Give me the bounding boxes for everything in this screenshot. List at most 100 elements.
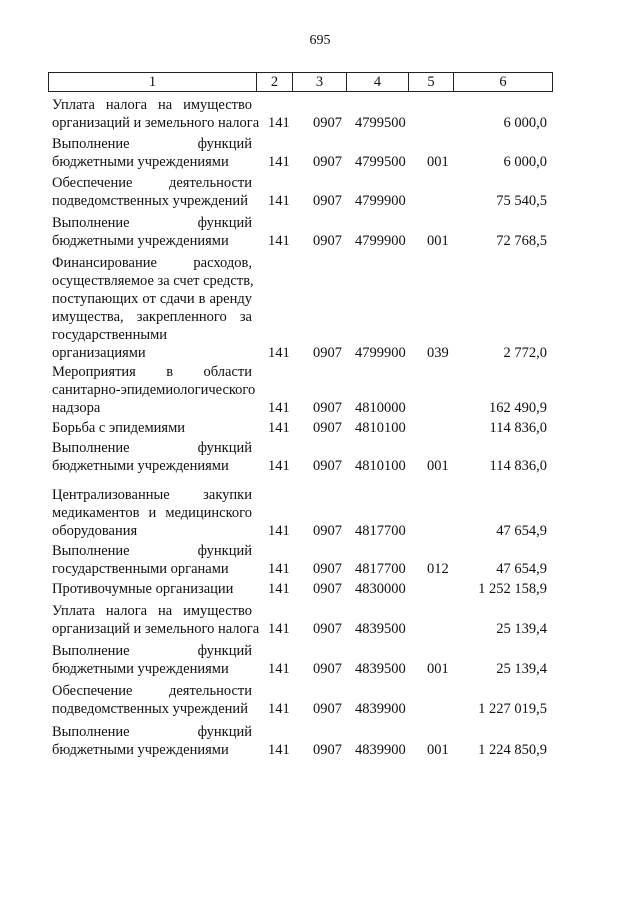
- description-line: Финансирование расходов,: [52, 255, 252, 271]
- cell-c6: 47 654,9: [496, 561, 547, 577]
- description-line: Уплата налога на имущество: [52, 97, 252, 113]
- cell-c6: 1 252 158,9: [478, 581, 547, 597]
- table-row: Выполнение функций бюджетными учреждениям…: [0, 214, 640, 250]
- description-line: Выполнение функций: [52, 724, 252, 740]
- cell-c3: 0907: [313, 621, 342, 637]
- cell-c2: 141: [268, 400, 290, 416]
- cell-c5: 001: [427, 661, 449, 677]
- description-line: организаций и земельного налога: [52, 621, 260, 637]
- cell-c6: 114 836,0: [489, 420, 547, 436]
- description-line: надзора: [52, 400, 101, 416]
- table-row: Противочумные организации 141 0907 4830000 1…: [0, 580, 640, 598]
- cell-c2: 141: [268, 345, 290, 361]
- cell-c5: 001: [427, 233, 449, 249]
- row-description: Выполнение функций бюджетными учреждениям…: [52, 642, 252, 678]
- description-line: Выполнение функций: [52, 643, 252, 659]
- description-line: подведомственных учреждений: [52, 193, 248, 209]
- cell-c2: 141: [268, 561, 290, 577]
- description-line: Борьба с эпидемиями: [52, 420, 186, 436]
- cell-c4: 4810100: [355, 458, 406, 474]
- cell-c3: 0907: [313, 581, 342, 597]
- row-description: Борьба с эпидемиями: [52, 419, 252, 437]
- description-line: осуществляемое за счет средств,: [52, 273, 254, 289]
- cell-c4: 4810000: [355, 400, 406, 416]
- row-description: Выполнение функций бюджетными учреждениям…: [52, 214, 252, 250]
- cell-c3: 0907: [313, 345, 342, 361]
- cell-c4: 4799900: [355, 345, 406, 361]
- cell-c2: 141: [268, 193, 290, 209]
- row-description: Выполнение функций бюджетными учреждениям…: [52, 135, 252, 171]
- cell-c6: 25 139,4: [496, 661, 547, 677]
- cell-c3: 0907: [313, 154, 342, 170]
- cell-c2: 141: [268, 701, 290, 717]
- cell-c5: 012: [427, 561, 449, 577]
- description-line: бюджетными учреждениями: [52, 661, 229, 677]
- description-line: бюджетными учреждениями: [52, 458, 229, 474]
- row-description: Выполнение функций бюджетными учреждениям…: [52, 439, 252, 475]
- table-row: Мероприятия в области санитарно-эпидемиол…: [0, 363, 640, 417]
- cell-c2: 141: [268, 621, 290, 637]
- cell-c3: 0907: [313, 193, 342, 209]
- table-row: Централизованные закупки медикаментов и м…: [0, 486, 640, 540]
- cell-c2: 141: [268, 523, 290, 539]
- description-line: Централизованные закупки: [52, 487, 252, 503]
- cell-c2: 141: [268, 233, 290, 249]
- description-line: организаций и земельного налога: [52, 115, 260, 131]
- cell-c3: 0907: [313, 742, 342, 758]
- description-line: Уплата налога на имущество: [52, 603, 252, 619]
- description-line: организациями: [52, 345, 146, 361]
- row-description: Выполнение функций бюджетными учреждениям…: [52, 723, 252, 759]
- cell-c6: 162 490,9: [489, 400, 547, 416]
- cell-c5: 001: [427, 458, 449, 474]
- cell-c2: 141: [268, 458, 290, 474]
- page-number: 695: [309, 33, 331, 48]
- cell-c3: 0907: [313, 561, 342, 577]
- cell-c6: 1 227 019,5: [478, 701, 547, 717]
- cell-c3: 0907: [313, 701, 342, 717]
- cell-c3: 0907: [313, 420, 342, 436]
- cell-c4: 4817700: [355, 523, 406, 539]
- cell-c5: 001: [427, 742, 449, 758]
- cell-c4: 4799500: [355, 115, 406, 131]
- table-row: Выполнение функций государственными орган…: [0, 542, 640, 578]
- table-row: Финансирование расходов, осуществляемое з…: [0, 254, 640, 362]
- cell-c3: 0907: [313, 400, 342, 416]
- cell-c6: 25 139,4: [496, 621, 547, 637]
- cell-c3: 0907: [313, 523, 342, 539]
- description-line: Выполнение функций: [52, 215, 252, 231]
- table-body: Уплата налога на имущество организаций и …: [0, 96, 640, 759]
- cell-c3: 0907: [313, 458, 342, 474]
- description-line: Выполнение функций: [52, 440, 252, 456]
- cell-c2: 141: [268, 581, 290, 597]
- table-row: Обеспечение деятельности подведомственных…: [0, 682, 640, 718]
- header-col-1: 1: [148, 74, 157, 90]
- row-description: Уплата налога на имущество организаций и …: [52, 602, 260, 638]
- cell-c2: 141: [268, 154, 290, 170]
- description-line: Противочумные организации: [52, 581, 234, 597]
- cell-c6: 114 836,0: [489, 458, 547, 474]
- table-row: Уплата налога на имущество организаций и …: [0, 602, 640, 638]
- row-description: Обеспечение деятельности подведомственных…: [52, 682, 252, 718]
- description-line: бюджетными учреждениями: [52, 233, 229, 249]
- table-row: Выполнение функций бюджетными учреждениям…: [0, 439, 640, 475]
- description-line: медикаментов и медицинского: [52, 505, 252, 521]
- cell-c6: 72 768,5: [496, 233, 547, 249]
- cell-c2: 141: [268, 115, 290, 131]
- description-line: Выполнение функций: [52, 543, 252, 559]
- cell-c6: 2 772,0: [503, 345, 548, 361]
- table-header: 1 2 3 4 5 6: [48, 72, 553, 92]
- row-description: Мероприятия в области санитарно-эпидемиол…: [52, 363, 255, 417]
- cell-c6: 6 000,0: [503, 115, 548, 131]
- cell-c6: 6 000,0: [503, 154, 548, 170]
- cell-c5: 001: [427, 154, 449, 170]
- header-col-3: 3: [292, 73, 346, 91]
- description-line: Мероприятия в области: [52, 364, 252, 380]
- description-line: Обеспечение деятельности: [52, 683, 252, 699]
- cell-c3: 0907: [313, 115, 342, 131]
- cell-c2: 141: [268, 420, 290, 436]
- cell-c6: 47 654,9: [496, 523, 547, 539]
- row-description: Финансирование расходов, осуществляемое з…: [52, 254, 254, 362]
- table-row: Выполнение функций бюджетными учреждениям…: [0, 642, 640, 678]
- cell-c2: 141: [268, 742, 290, 758]
- description-line: Обеспечение деятельности: [52, 175, 252, 191]
